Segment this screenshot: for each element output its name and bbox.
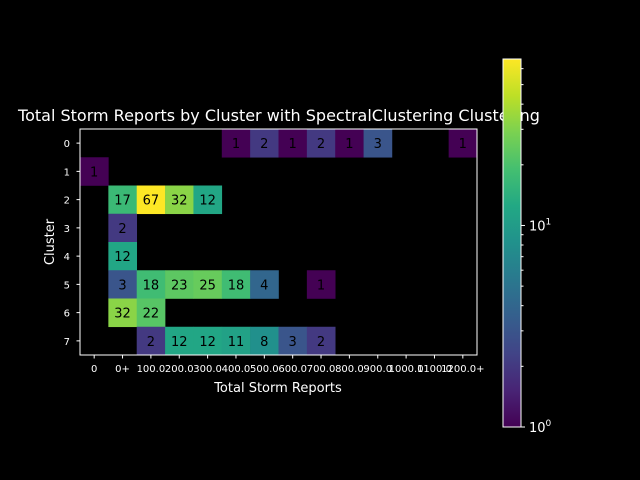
cell-value-label: 12 [199, 335, 216, 350]
heatmap-cell [193, 270, 223, 299]
heatmap-cell [221, 326, 251, 356]
heatmap-cell [335, 129, 364, 158]
cell-value-label: 12 [171, 335, 188, 350]
cell-value-label: 1 [345, 137, 353, 152]
heatmap-cell [108, 213, 138, 243]
heatmap-cell [136, 298, 166, 328]
x-tick-label: 200.0 [165, 364, 194, 375]
cell-value-label: 3 [374, 137, 382, 152]
cell-value-label: 1 [90, 165, 98, 180]
cell-value-label: 2 [260, 137, 268, 152]
cell-value-label: 3 [118, 278, 126, 293]
heatmap-cell [306, 270, 336, 299]
y-tick-label: 6 [64, 309, 70, 320]
cell-value-label: 2 [317, 335, 325, 350]
x-tick-label: 100.0 [137, 364, 166, 375]
heatmap-cell [363, 129, 393, 158]
cell-value-label: 1 [232, 137, 240, 152]
cell-value-label: 2 [118, 222, 126, 237]
x-tick-label: 0 [91, 364, 97, 375]
chart-title: Total Storm Reports by Cluster with Spec… [17, 106, 540, 125]
heatmap-cell [136, 185, 166, 215]
heatmap-cell [165, 185, 194, 215]
cell-value-label: 2 [317, 137, 325, 152]
y-tick-label: 0 [64, 139, 70, 150]
heatmap-cell [250, 270, 279, 299]
x-tick-label: 1000.0 [389, 364, 424, 375]
heatmap-cell [108, 242, 138, 271]
heatmap-cell [221, 129, 251, 158]
heatmap-cell [193, 326, 223, 356]
y-tick-label: 1 [64, 167, 70, 178]
x-tick-label: 700.0 [307, 364, 336, 375]
x-tick-label: 600.0 [278, 364, 307, 375]
heatmap-cell [136, 326, 166, 356]
heatmap-cell [108, 298, 138, 328]
cell-value-label: 22 [143, 307, 160, 322]
heatmap-cell [278, 129, 308, 158]
cell-value-label: 12 [114, 250, 131, 265]
cell-value-label: 2 [147, 335, 155, 350]
cell-value-label: 32 [114, 307, 131, 322]
colorbar-tick-label: 100 [529, 419, 552, 436]
y-tick-label: 4 [64, 252, 70, 263]
cell-value-label: 1 [459, 137, 467, 152]
y-tick-label: 3 [64, 224, 70, 235]
x-axis-ticks: 0 0+ 100.0 200.0 300.0 400.0 500.0 600.0 700.0 80… [91, 355, 485, 375]
heatmap-cell [250, 129, 279, 158]
cell-value-label: 8 [260, 335, 268, 350]
heatmap-cell [136, 270, 166, 299]
x-axis-label: Total Storm Reports [213, 381, 342, 396]
x-tick-label: 1100.0 [417, 364, 452, 375]
y-axis-ticks: 0 1 2 3 4 5 6 7 [64, 139, 80, 348]
heatmap-cell [80, 157, 109, 186]
cell-value-label: 12 [199, 194, 216, 209]
cell-value-label: 3 [289, 335, 297, 350]
x-tick-label: 1200.0+ [441, 364, 484, 375]
cell-value-label: 18 [143, 278, 160, 293]
cell-value-label: 32 [171, 194, 188, 209]
x-tick-label: 500.0 [250, 364, 279, 375]
heatmap-cell [108, 185, 138, 215]
colorbar-tick-label: 101 [529, 217, 551, 234]
heatmap-cell [250, 326, 279, 356]
x-tick-label: 400.0 [222, 364, 251, 375]
y-axis-label: Cluster [43, 218, 58, 265]
heatmap-cell [108, 270, 138, 299]
heatmap-cell [306, 129, 336, 158]
cell-value-label: 17 [114, 194, 131, 209]
x-tick-label: 800.0 [335, 364, 364, 375]
heatmap-cell [306, 326, 336, 356]
x-tick-label: 900.0 [363, 364, 392, 375]
heatmap-cell [193, 185, 223, 215]
heatmap-cell [448, 129, 478, 158]
y-tick-label: 2 [64, 196, 70, 207]
cell-value-label: 25 [199, 278, 216, 293]
cell-value-label: 67 [143, 194, 160, 209]
x-tick-label: 300.0 [193, 364, 222, 375]
heatmap-cell [278, 326, 308, 356]
heatmap-cell [221, 270, 251, 299]
cell-value-label: 1 [317, 278, 325, 293]
x-tick-label: 0+ [115, 364, 130, 375]
heatmap-cell [165, 326, 194, 356]
cell-value-label: 1 [289, 137, 297, 152]
cell-value-label: 18 [228, 278, 245, 293]
cell-value-label: 11 [228, 335, 245, 350]
heatmap-cell [165, 270, 194, 299]
plot-frame [79, 128, 478, 356]
cell-value-label: 4 [260, 278, 268, 293]
y-tick-label: 7 [64, 337, 70, 348]
colorbar [502, 58, 522, 428]
y-tick-label: 5 [64, 280, 70, 291]
cell-value-label: 23 [171, 278, 188, 293]
